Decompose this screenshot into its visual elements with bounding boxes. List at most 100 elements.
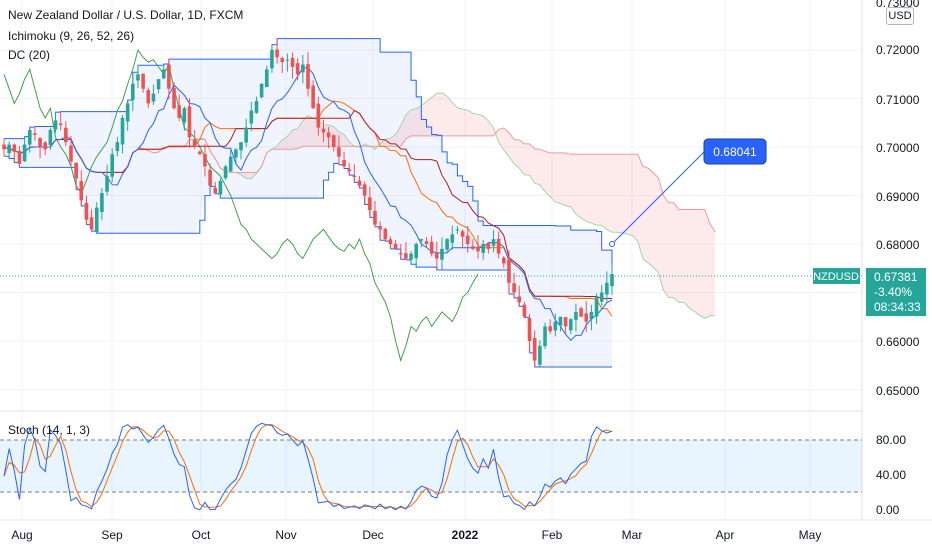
candle [496, 231, 501, 259]
candle [486, 241, 491, 254]
candle [84, 195, 89, 225]
candle [151, 84, 156, 105]
candle [522, 301, 527, 318]
candle [404, 242, 408, 260]
candle [64, 121, 68, 147]
candle [213, 182, 218, 194]
price-tick: 0.70000 [876, 141, 920, 155]
time-label: Apr [716, 528, 735, 542]
candle [234, 148, 238, 164]
stoch-d-line [3, 424, 613, 509]
candle [574, 303, 578, 332]
time-label: Oct [192, 528, 211, 542]
last-price: 0.67381 [874, 270, 918, 284]
candle [501, 255, 506, 268]
candle [167, 59, 171, 100]
stoch-k-line [3, 422, 613, 511]
candle [182, 106, 187, 132]
candle [424, 237, 429, 247]
symbol-name: NZDUSD [813, 271, 859, 283]
candle [538, 340, 542, 367]
candle [79, 170, 84, 207]
candle [342, 151, 346, 169]
candle [115, 136, 120, 157]
stoch-legend[interactable]: Stoch (14, 1, 3) [8, 423, 91, 437]
time-label: Nov [275, 528, 296, 542]
time-label: Mar [622, 528, 643, 542]
time-label: Feb [542, 528, 563, 542]
candle [414, 242, 419, 268]
time-label: Dec [362, 528, 383, 542]
candle [316, 96, 321, 136]
bar-countdown: 08:34:33 [874, 300, 921, 314]
candle [280, 56, 285, 74]
candle [89, 209, 94, 232]
candle [455, 226, 460, 235]
price-tick: 0.65000 [876, 384, 920, 398]
donchian-upper-line [4, 38, 613, 266]
candle [311, 80, 315, 110]
candle [388, 236, 393, 249]
price-tick: 0.71000 [876, 93, 920, 107]
candle [223, 164, 228, 181]
candle [208, 163, 212, 187]
candle [347, 162, 352, 176]
time-label: Aug [11, 528, 32, 542]
candle [228, 149, 233, 173]
candle [285, 53, 290, 72]
candle [264, 65, 269, 88]
currency-badge[interactable]: USD [886, 7, 914, 25]
candle [476, 235, 480, 259]
candle [471, 239, 475, 251]
candle [594, 293, 599, 325]
candle [357, 175, 362, 189]
candle [378, 221, 382, 241]
candle [120, 115, 125, 154]
callout-connector [611, 151, 705, 245]
candle [125, 100, 130, 131]
price-tick-top: 0.73000 [876, 0, 920, 10]
candle [156, 79, 161, 94]
symbol-price-tag: NZDUSD 0.67381 -3.40% 08:34:33 [813, 268, 926, 316]
candle [239, 142, 243, 160]
candle [100, 188, 104, 221]
candle [558, 316, 563, 332]
price-tick: 0.66000 [876, 335, 920, 349]
stoch-axis[interactable]: 80.00 40.00 0.00 [876, 433, 906, 517]
candle [17, 146, 22, 168]
callout-anchor-point[interactable] [609, 241, 615, 247]
candle [187, 98, 192, 148]
candle [69, 136, 73, 166]
chart-title[interactable]: New Zealand Dollar / U.S. Dollar, 1D, FX… [8, 8, 244, 22]
donchian-legend[interactable]: DC (20) [8, 48, 51, 62]
stoch-tick: 40.00 [876, 468, 906, 482]
candle [373, 200, 377, 227]
candle [254, 96, 259, 114]
senkou-span-b-line [137, 127, 716, 233]
price-tick: 0.72000 [876, 43, 920, 57]
candle [301, 55, 305, 84]
candle [383, 227, 388, 242]
candle [141, 73, 145, 93]
candle [38, 137, 42, 159]
candle [27, 127, 32, 153]
candle [362, 181, 367, 205]
candle [352, 164, 357, 183]
time-axis[interactable]: Aug Sep Oct Nov Dec 2022 Feb Mar Apr May [11, 528, 821, 542]
ichimoku-legend[interactable]: Ichimoku (9, 26, 52, 26) [8, 29, 135, 43]
candle [435, 241, 439, 271]
candle [543, 322, 547, 349]
candle [306, 52, 310, 97]
candle [58, 111, 63, 131]
callout-box[interactable]: 0.68041 [703, 138, 767, 165]
candle [517, 285, 522, 307]
price-axis[interactable]: 0.72000 0.71000 0.70000 0.69000 0.68000 … [876, 0, 920, 398]
candle [527, 313, 532, 353]
candle [192, 129, 197, 150]
candle [553, 313, 558, 337]
candle [512, 272, 516, 298]
price-tick: 0.68000 [876, 238, 920, 252]
candle [43, 140, 48, 155]
candle [579, 306, 583, 317]
